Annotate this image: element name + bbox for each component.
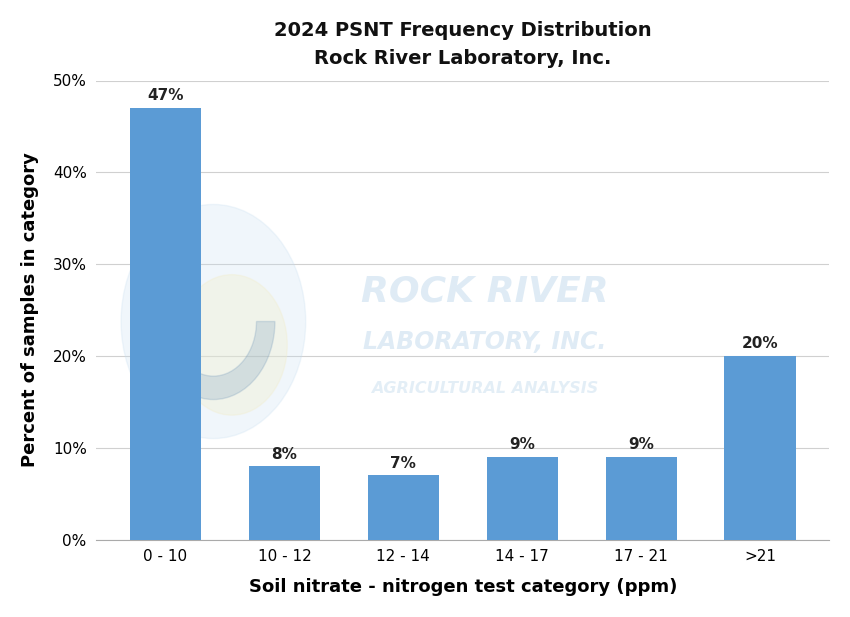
Bar <box>605 457 677 539</box>
Text: 8%: 8% <box>271 447 297 462</box>
Text: 47%: 47% <box>147 88 184 104</box>
Text: 9%: 9% <box>628 437 654 452</box>
Bar <box>368 475 439 539</box>
Text: AGRICULTURAL ANALYSIS: AGRICULTURAL ANALYSIS <box>371 381 598 395</box>
Text: 9%: 9% <box>509 437 536 452</box>
Text: ROCK RIVER: ROCK RIVER <box>361 275 609 308</box>
Text: LABORATORY, INC.: LABORATORY, INC. <box>363 330 606 354</box>
Bar <box>249 466 320 539</box>
X-axis label: Soil nitrate - nitrogen test category (ppm): Soil nitrate - nitrogen test category (p… <box>248 578 677 596</box>
Bar <box>130 108 201 539</box>
Y-axis label: Percent of samples in category: Percent of samples in category <box>21 152 39 468</box>
Bar <box>486 457 558 539</box>
Bar <box>724 356 796 539</box>
Text: 20%: 20% <box>742 336 779 351</box>
Text: 7%: 7% <box>390 456 416 471</box>
Title: 2024 PSNT Frequency Distribution
Rock River Laboratory, Inc.: 2024 PSNT Frequency Distribution Rock Ri… <box>274 21 652 68</box>
